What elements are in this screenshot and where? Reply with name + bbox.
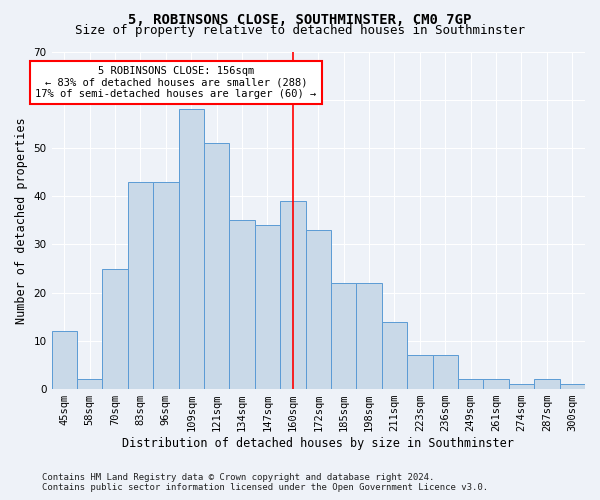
Bar bbox=[52, 331, 77, 389]
Bar bbox=[356, 283, 382, 389]
Bar bbox=[433, 356, 458, 389]
Bar bbox=[255, 225, 280, 389]
Bar bbox=[128, 182, 153, 389]
Bar bbox=[77, 380, 103, 389]
Bar bbox=[509, 384, 534, 389]
Bar bbox=[407, 356, 433, 389]
Bar bbox=[305, 230, 331, 389]
Bar bbox=[280, 201, 305, 389]
Text: 5, ROBINSONS CLOSE, SOUTHMINSTER, CM0 7GP: 5, ROBINSONS CLOSE, SOUTHMINSTER, CM0 7G… bbox=[128, 12, 472, 26]
Text: 5 ROBINSONS CLOSE: 156sqm
← 83% of detached houses are smaller (288)
17% of semi: 5 ROBINSONS CLOSE: 156sqm ← 83% of detac… bbox=[35, 66, 317, 99]
Text: Size of property relative to detached houses in Southminster: Size of property relative to detached ho… bbox=[75, 24, 525, 37]
X-axis label: Distribution of detached houses by size in Southminster: Distribution of detached houses by size … bbox=[122, 437, 514, 450]
Bar bbox=[331, 283, 356, 389]
Bar bbox=[103, 268, 128, 389]
Bar bbox=[382, 322, 407, 389]
Bar bbox=[484, 380, 509, 389]
Bar bbox=[179, 110, 204, 389]
Bar bbox=[229, 220, 255, 389]
Bar bbox=[534, 380, 560, 389]
Bar bbox=[204, 143, 229, 389]
Text: Contains HM Land Registry data © Crown copyright and database right 2024.
Contai: Contains HM Land Registry data © Crown c… bbox=[42, 473, 488, 492]
Bar bbox=[458, 380, 484, 389]
Y-axis label: Number of detached properties: Number of detached properties bbox=[15, 117, 28, 324]
Bar bbox=[153, 182, 179, 389]
Bar bbox=[560, 384, 585, 389]
